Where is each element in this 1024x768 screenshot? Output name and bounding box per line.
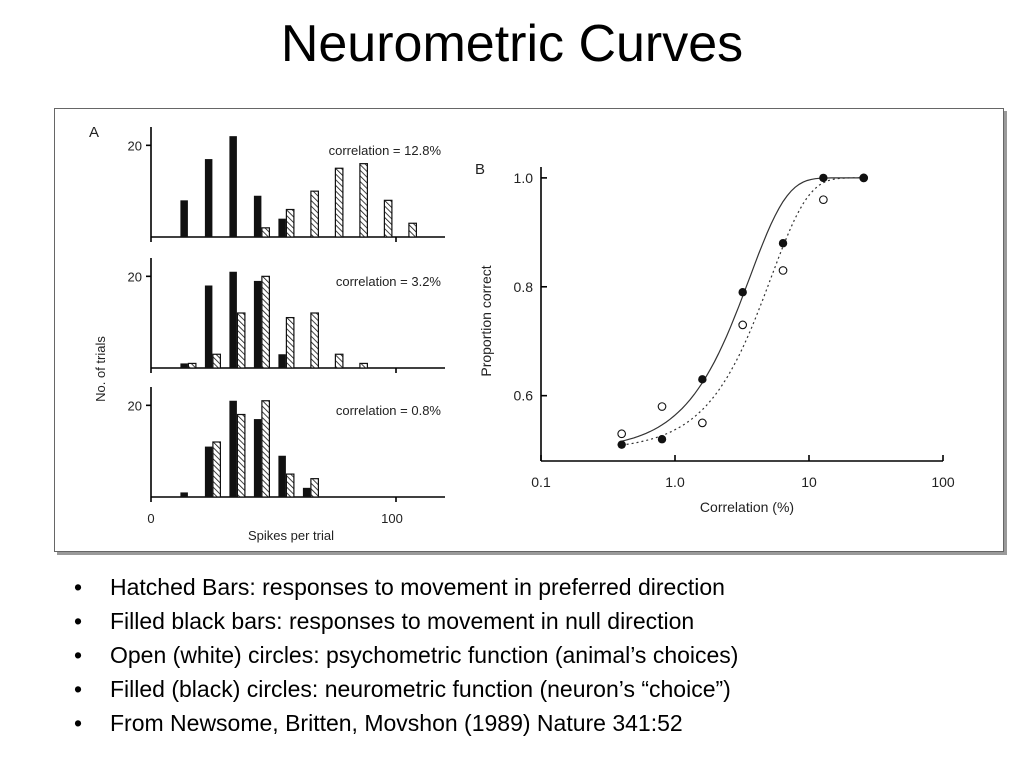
bullet-dot: • [74, 710, 83, 736]
bullet-dot: • [74, 608, 83, 634]
preferred-direction-bar [383, 199, 393, 238]
neurometric-point [819, 173, 828, 183]
preferred-direction-bar [334, 353, 344, 369]
null-direction-bar [204, 285, 213, 368]
neurometric-point [617, 440, 626, 449]
preferred-direction-bar [187, 362, 197, 369]
panel-b-ylabel: Proportion correct [478, 265, 494, 376]
bullet-item: • Open (white) circles: psychometric func… [72, 638, 738, 672]
panel-a-xtick-0: 0 [147, 511, 154, 526]
bullet-item: • Filled black bars: responses to movemen… [72, 604, 738, 638]
null-direction-bar [302, 487, 311, 497]
curve-x-tick-label: 100 [931, 474, 955, 490]
histogram-y-tick-label: 20 [128, 269, 142, 284]
preferred-direction-bar [359, 163, 368, 238]
curve-y-tick-label: 0.6 [514, 388, 534, 404]
panel-a-xlabel: Spikes per trial [248, 528, 334, 543]
panel-a-ylabel: No. of trials [93, 336, 108, 402]
neurometric-point [657, 435, 667, 444]
bullet-dot: • [74, 574, 83, 600]
bullet-dot: • [74, 642, 83, 668]
bullet-text: Filled black bars: responses to movement… [110, 608, 695, 634]
panel-a-xtick-100: 100 [381, 511, 403, 526]
figure-frame: A No. of trials Spikes per trial 0 100 B… [54, 108, 1004, 552]
null-direction-bar [278, 354, 286, 368]
bullet-text: Open (white) circles: psychometric funct… [110, 642, 739, 668]
null-direction-bar [204, 159, 213, 237]
psychometric-point [778, 266, 788, 275]
panel-b-label: B [475, 161, 485, 178]
neurometric-point [859, 173, 868, 183]
null-direction-bar [278, 218, 286, 237]
psychometric-point [698, 418, 707, 428]
panel-b-xlabel: Correlation (%) [700, 499, 794, 515]
curve-y-tick-label: 0.8 [514, 279, 534, 295]
null-direction-bar [229, 400, 237, 497]
null-direction-bar [253, 195, 262, 237]
null-direction-bar [229, 136, 237, 237]
null-direction-bar [229, 271, 237, 368]
bullet-item: • Hatched Bars: responses to movement in … [72, 570, 738, 604]
psychometric-point [617, 429, 627, 439]
preferred-direction-bar [261, 227, 270, 238]
preferred-direction-bar [212, 353, 221, 369]
bullet-item: • From Newsome, Britten, Movshon (1989) N… [72, 706, 738, 740]
psychometric-point [738, 320, 748, 330]
bullet-text: From Newsome, Britten, Movshon (1989) Na… [110, 710, 683, 736]
null-direction-bar [180, 200, 188, 237]
preferred-direction-bar [408, 222, 417, 238]
null-direction-bar [204, 446, 213, 497]
preferred-direction-bar [285, 208, 295, 238]
neurometric-point [698, 375, 707, 384]
histogram-y-tick-label: 20 [128, 398, 142, 413]
preferred-direction-bar [310, 478, 319, 498]
preferred-direction-bar [261, 400, 270, 498]
correlation-annotation: correlation = 3.2% [336, 274, 442, 289]
neurometric-point [738, 288, 747, 297]
page-title: Neurometric Curves [280, 15, 744, 73]
bullet-text: Hatched Bars: responses to movement in p… [110, 574, 725, 600]
psychometric-point [819, 195, 828, 205]
correlation-annotation: correlation = 0.8% [336, 403, 442, 418]
panel-a-label: A [89, 124, 99, 141]
bullet-list: • Hatched Bars: responses to movement in … [72, 570, 738, 740]
preferred-direction-bar [236, 413, 246, 498]
curve-x-tick-label: 0.1 [531, 474, 551, 490]
psychometric-point [657, 402, 667, 411]
bullet-item: • Filled (black) circles: neurometric fun… [72, 672, 738, 706]
null-direction-bar [253, 419, 262, 497]
preferred-direction-bar [310, 190, 319, 238]
null-direction-bar [180, 363, 188, 368]
figure-svg: A No. of trials Spikes per trial 0 100 B… [89, 124, 955, 543]
neurometric-point [778, 239, 788, 248]
bullet-text: Filled (black) circles: neurometric func… [110, 676, 731, 702]
preferred-direction-bar [236, 312, 246, 369]
preferred-direction-bar [212, 441, 221, 498]
preferred-direction-bar [334, 167, 344, 238]
null-direction-bar [278, 455, 286, 497]
neurometric-fit-line [621, 177, 864, 442]
preferred-direction-bar [310, 312, 319, 369]
null-direction-bar [253, 280, 262, 368]
curve-x-tick-label: 1.0 [665, 474, 685, 490]
preferred-direction-bar [359, 362, 368, 369]
preferred-direction-bar [285, 316, 295, 369]
curve-y-tick-label: 1.0 [514, 170, 534, 186]
histogram-y-tick-label: 20 [128, 138, 142, 153]
curve-x-tick-label: 10 [801, 474, 817, 490]
preferred-direction-bar [285, 473, 295, 498]
preferred-direction-bar [261, 275, 270, 369]
null-direction-bar [180, 492, 188, 497]
correlation-annotation: correlation = 12.8% [329, 143, 442, 158]
bullet-dot: • [74, 676, 83, 702]
